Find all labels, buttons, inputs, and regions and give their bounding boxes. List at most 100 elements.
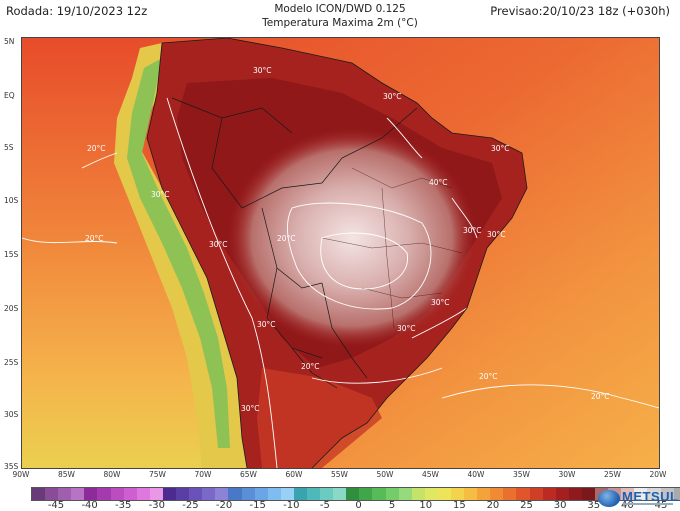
model-title: Modelo ICON/DWD 0.125 xyxy=(274,3,406,15)
rodada-label: Rodada: 19/10/2023 12z xyxy=(6,4,148,18)
colorbar-swatch xyxy=(451,488,465,500)
isotherm-label: 30°C xyxy=(397,324,416,333)
colorbar-swatch xyxy=(477,488,491,500)
colorbar-tick-label: -20 xyxy=(215,500,233,511)
latitude-label: EQ xyxy=(4,91,15,100)
longitude-label: 55W xyxy=(331,470,348,479)
latitude-label: 25S xyxy=(4,358,19,367)
state-borders xyxy=(321,167,463,329)
colorbar-swatch xyxy=(346,488,360,500)
colorbar-swatch xyxy=(673,488,680,500)
isotherm-label: 30°C xyxy=(487,230,506,239)
colorbar-swatch xyxy=(634,488,648,500)
variable-title: Temperatura Maxima 2m (°C) xyxy=(262,17,418,29)
isotherm-label: 30°C xyxy=(463,226,482,235)
colorbar-swatch xyxy=(660,488,674,500)
temperature-map: 30°C 30°C 20°C 30°C 40°C 30°C 20°C 30°C 20°C 30°C… xyxy=(21,37,660,469)
longitude-label: 35W xyxy=(513,470,530,479)
isotherm-label: 20°C xyxy=(301,362,320,371)
colorbar-swatch xyxy=(136,488,150,500)
colorbar-swatch xyxy=(84,488,98,500)
logo-text: METSUL xyxy=(622,489,679,504)
isotherm-label: 20°C xyxy=(87,144,106,153)
colorbar-swatch xyxy=(529,488,543,500)
colorbar-tick-label: -10 xyxy=(283,500,300,511)
colorbar-swatch xyxy=(621,488,635,500)
colorbar-tick-label: -45 xyxy=(47,500,65,511)
colorbar-swatch xyxy=(490,488,504,500)
longitude-label: 80W xyxy=(103,470,121,479)
latitude-label: 20S xyxy=(4,304,19,313)
isotherm-label: 30°C xyxy=(253,66,272,75)
country-borders xyxy=(171,97,418,389)
map-canvas: 30°C 30°C 20°C 30°C 40°C 30°C 20°C 30°C 20°C 30°C… xyxy=(22,38,659,468)
latitude-label: 15S xyxy=(4,250,19,259)
longitude-label: 30W xyxy=(558,470,576,479)
isotherm-label: 20°C xyxy=(85,234,104,243)
colorbar-swatch xyxy=(333,488,347,500)
colorbar-swatch xyxy=(45,488,59,500)
colorbar-swatch xyxy=(32,488,46,500)
colorbar-swatch xyxy=(555,488,569,500)
colorbar-swatch xyxy=(424,488,438,500)
colorbar-swatch xyxy=(267,488,281,500)
isotherm-label: 30°C xyxy=(209,240,228,249)
colorbar-tick-label: 25 xyxy=(520,500,533,511)
longitude-label: 45W xyxy=(422,470,439,479)
colorbar-swatch xyxy=(58,488,72,500)
colorbar-swatch xyxy=(215,488,229,500)
isotherms xyxy=(22,97,659,468)
latitude-label: 10S xyxy=(4,196,19,205)
isotherm-label: 30°C xyxy=(491,144,510,153)
colorbar-tick-label: -40 xyxy=(81,500,98,511)
colorbar-swatch xyxy=(110,488,124,500)
latitude-label: 5S xyxy=(4,143,14,152)
pacific-coastline xyxy=(146,42,248,468)
longitude-label: 65W xyxy=(240,470,257,479)
colorbar-swatch xyxy=(581,488,596,500)
longitude-label: 50W xyxy=(376,470,394,479)
colorbar-tick-label: 5 xyxy=(388,500,396,511)
colorbar-tick-label: 0 xyxy=(355,500,362,511)
isotherm-label: 30°C xyxy=(151,190,170,199)
colorbar-swatch xyxy=(123,488,137,500)
isotherm-label: 20°C xyxy=(479,372,498,381)
colorbar-swatch xyxy=(71,488,85,500)
atlantic-coastline xyxy=(161,38,528,468)
colorbar-swatch xyxy=(503,488,517,500)
colorbar-swatch xyxy=(516,488,530,500)
isotherm-label: 30°C xyxy=(257,320,276,329)
colorbar-tick-label: 40 xyxy=(621,500,634,511)
colorbar-swatch xyxy=(372,488,386,500)
colorbar-swatch xyxy=(228,488,242,500)
temperature-colorbar xyxy=(31,487,680,501)
isotherm-label: 20°C xyxy=(277,234,296,243)
colorbar-swatch xyxy=(320,488,334,500)
colorbar-tick-label: 15 xyxy=(452,500,466,511)
colorbar-swatch xyxy=(464,488,478,500)
globe-icon xyxy=(598,490,620,507)
colorbar-tick-label: 45 xyxy=(654,500,668,511)
isotherm-label: 30°C xyxy=(383,92,402,101)
colorbar-tick-label: 20 xyxy=(486,500,500,511)
longitude-label: 40W xyxy=(467,470,485,479)
isotherm-label: 20°C xyxy=(591,392,610,401)
colorbar-swatch xyxy=(411,488,425,500)
colorbar-swatch xyxy=(97,488,111,500)
colorbar-tick-label: 30 xyxy=(553,500,567,511)
colorbar-swatch xyxy=(385,488,399,500)
colorbar-swatch xyxy=(437,488,451,500)
longitude-label: 85W xyxy=(58,470,75,479)
colorbar-swatch xyxy=(647,488,661,500)
colorbar-tick-label: -15 xyxy=(249,500,266,511)
isotherm-label: 30°C xyxy=(431,298,450,307)
colorbar-swatch xyxy=(254,488,268,500)
isotherm-label: 30°C xyxy=(241,404,260,413)
colorbar-swatch xyxy=(359,488,373,500)
latitude-label: 35S xyxy=(4,462,19,471)
colorbar-swatch xyxy=(306,488,321,500)
longitude-label: 60W xyxy=(285,470,303,479)
colorbar-swatch xyxy=(149,488,163,500)
longitude-label: 70W xyxy=(194,470,212,479)
isotherm-label-group: 30°C 30°C 20°C 30°C 40°C 30°C 20°C 30°C 20°C 30°C… xyxy=(85,66,610,413)
